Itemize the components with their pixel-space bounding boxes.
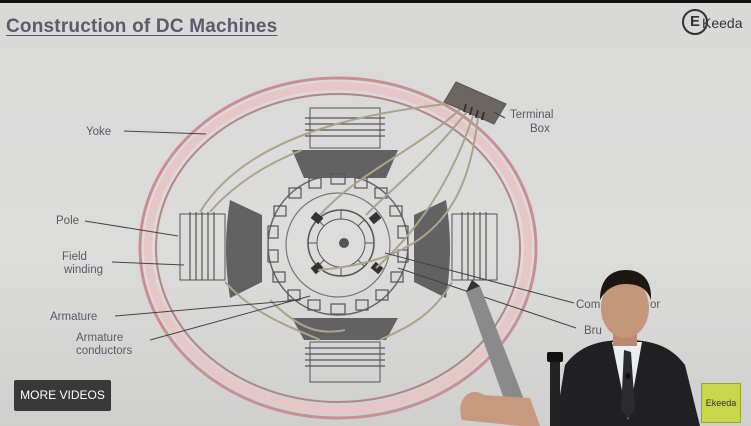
- leader-lines: [84, 111, 577, 341]
- presenter: [555, 270, 700, 426]
- yoke-band: [144, 82, 532, 414]
- label-pole: Pole: [56, 215, 79, 227]
- label-winding: winding: [63, 264, 103, 276]
- logo-e-icon: E: [682, 9, 708, 35]
- label-brush: Bru: [584, 325, 602, 337]
- ekeeda-watermark[interactable]: Ekeeda: [701, 383, 741, 423]
- label-terminal: Terminal: [510, 109, 553, 121]
- label-yoke: Yoke: [86, 126, 111, 138]
- label-commutator-start: Com: [576, 299, 600, 311]
- yoke-outer-ring: [138, 76, 538, 420]
- pole-top: [292, 107, 398, 178]
- pole-bottom: [292, 318, 398, 383]
- label-commutator-end: or: [650, 299, 660, 311]
- logo-text: Keeda: [702, 15, 743, 31]
- slide-title: Construction of DC Machines: [6, 16, 278, 37]
- label-armature-2: Armature: [76, 332, 123, 344]
- more-videos-button[interactable]: MORE VIDEOS: [14, 380, 111, 411]
- pole-left: [179, 200, 262, 298]
- microphone-stand: [547, 352, 563, 426]
- terminal-box: [443, 81, 507, 125]
- label-field: Field: [62, 251, 87, 263]
- commutator: [307, 209, 384, 277]
- label-box: Box: [530, 123, 550, 135]
- label-conductors: conductors: [76, 345, 133, 357]
- connecting-wires: [199, 99, 480, 341]
- label-armature: Armature: [50, 311, 97, 323]
- pole-right: [414, 200, 498, 298]
- yoke-inner-ring: [155, 93, 521, 403]
- pointer-pen: [460, 280, 540, 426]
- top-border: [0, 0, 751, 3]
- ekeeda-logo: E Keeda: [680, 6, 744, 36]
